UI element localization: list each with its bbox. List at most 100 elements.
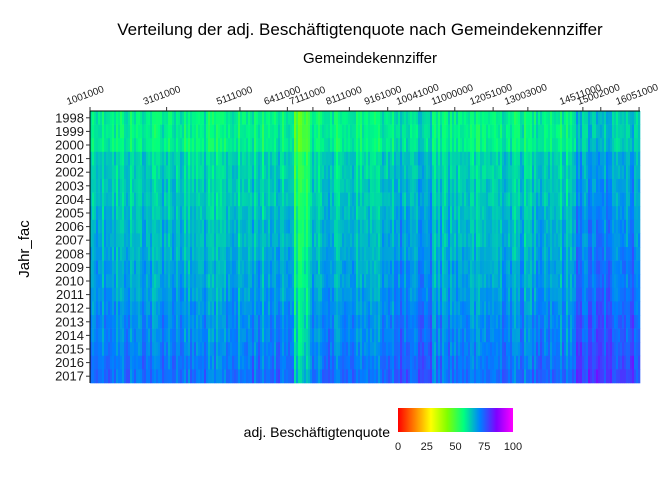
heatmap-cell [564,111,567,125]
heatmap-cell [476,233,479,248]
heatmap-cell [96,192,99,207]
heatmap-cell [322,219,325,234]
heatmap-cell [338,165,341,180]
heatmap-cell [596,328,599,343]
heatmap-cell [250,287,253,302]
heatmap-cell [252,151,255,166]
heatmap-cell [390,328,393,343]
heatmap-cell [326,192,329,207]
heatmap-cell [430,192,433,207]
heatmap-cell [136,342,139,357]
heatmap-cell [492,328,495,343]
heatmap-cell [174,274,177,289]
heatmap-cell [382,315,385,329]
heatmap-cell [144,179,147,193]
heatmap-cell [608,138,611,153]
heatmap-cell [402,138,405,153]
heatmap-cell [456,287,459,302]
heatmap-cell [302,342,305,357]
heatmap-cell [590,179,593,193]
heatmap-cell [286,342,289,357]
heatmap-cell [184,219,187,234]
heatmap-cell [118,138,121,153]
heatmap-cell [360,138,363,153]
heatmap-cell [128,138,131,153]
heatmap-cell [396,287,399,302]
heatmap-cell [110,111,113,125]
heatmap-cell [300,179,303,193]
heatmap-cell [564,219,567,234]
heatmap-cell [624,165,627,180]
heatmap-cell [500,206,503,221]
heatmap-cell [140,151,143,166]
heatmap-cell [374,192,377,207]
heatmap-cell [394,124,397,139]
heatmap-cell [350,342,353,357]
heatmap-cell [476,138,479,153]
heatmap-cell [630,247,633,261]
heatmap-cell [598,151,601,166]
heatmap-cell [384,111,387,125]
heatmap-cell [482,247,485,261]
heatmap-cell [110,233,113,248]
heatmap-cell [434,179,437,193]
heatmap-cell [206,206,209,221]
heatmap-cell [474,315,477,329]
heatmap-cell [192,247,195,261]
heatmap-cell [540,151,543,166]
heatmap-cell [282,315,285,329]
heatmap-cell [376,124,379,139]
heatmap-cell [176,206,179,221]
heatmap-cell [134,179,137,193]
heatmap-cell [278,342,281,357]
heatmap-cell [156,111,159,125]
heatmap-cell [254,151,257,166]
heatmap-cell [384,138,387,153]
heatmap-cell [248,179,251,193]
heatmap-cell [108,206,111,221]
heatmap-cell [282,219,285,234]
heatmap-cell [636,342,639,357]
heatmap-cell [566,301,569,316]
heatmap-cell [520,179,523,193]
heatmap-cell [156,274,159,289]
heatmap-cell [526,301,529,316]
heatmap-cell [292,233,295,248]
heatmap-cell [504,151,507,166]
heatmap-cell [210,301,213,316]
heatmap-cell [300,151,303,166]
heatmap-cell [330,301,333,316]
heatmap-cell [394,192,397,207]
heatmap-cell [594,287,597,302]
heatmap-cell [236,206,239,221]
heatmap-cell [512,206,515,221]
heatmap-cell [492,219,495,234]
heatmap-cell [522,233,525,248]
heatmap-cell [352,315,355,329]
heatmap-cell [120,301,123,316]
heatmap-cell [210,315,213,329]
heatmap-cell [470,328,473,343]
heatmap-cell [436,287,439,302]
heatmap-cell [542,274,545,289]
heatmap-cell [244,206,247,221]
heatmap-cell [242,219,245,234]
heatmap-cell [592,274,595,289]
heatmap-cell [512,151,515,166]
heatmap-cell [386,287,389,302]
heatmap-cell [512,233,515,248]
heatmap-cell [142,206,145,221]
heatmap-cell [392,287,395,302]
heatmap-cell [342,287,345,302]
heatmap-cell [638,165,641,180]
heatmap-cell [352,151,355,166]
heatmap-cell [248,111,251,125]
heatmap-cell [488,287,491,302]
heatmap-cell [414,111,417,125]
heatmap-cell [98,247,101,261]
heatmap-cell [324,206,327,221]
heatmap-cell [462,342,465,357]
heatmap-cell [616,179,619,193]
heatmap-cell [186,342,189,357]
heatmap-cell [342,111,345,125]
